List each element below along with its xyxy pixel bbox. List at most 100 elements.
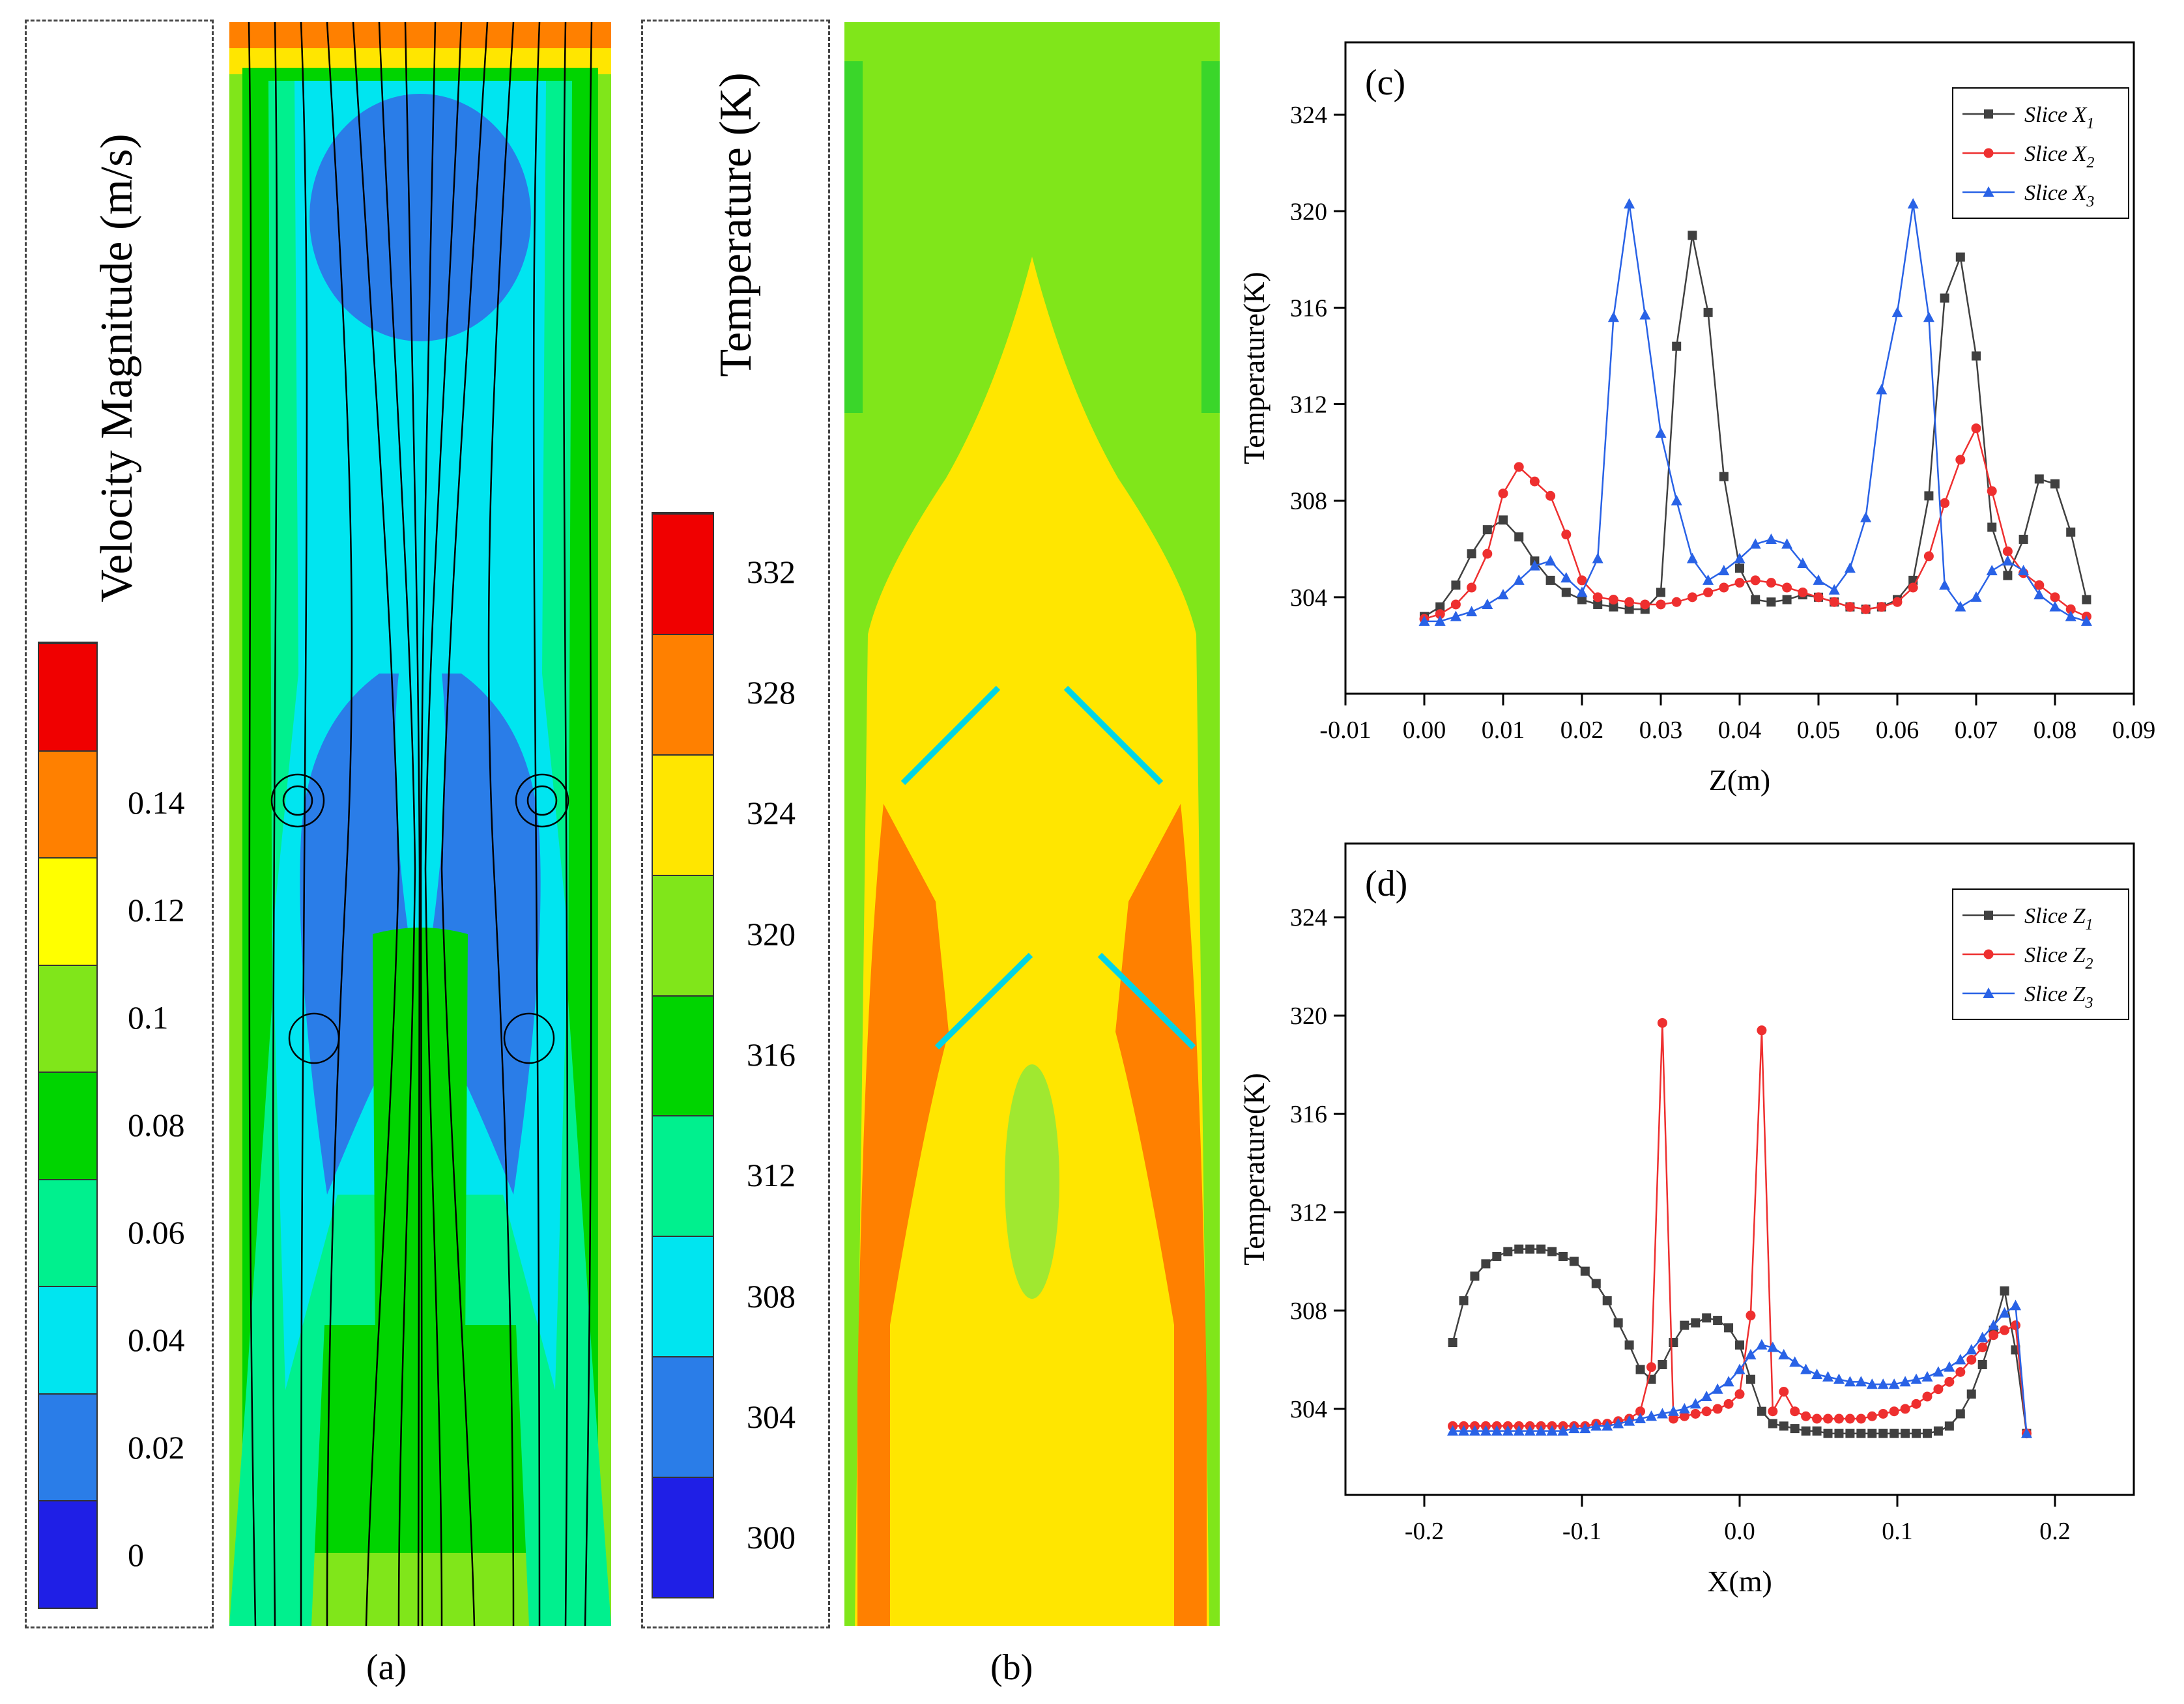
chart-d-data-point — [1502, 1425, 1514, 1436]
temperature-colorbar-tick: 332 — [747, 553, 796, 590]
chart-d-data-point — [1745, 1348, 1757, 1359]
chart-c-data-point — [1640, 599, 1650, 610]
chart-d-data-point — [1680, 1320, 1689, 1330]
chart-d-x-tick-label: 0.1 — [1882, 1518, 1913, 1545]
panel-b-label: (b) — [990, 1647, 1033, 1688]
chart-d-data-point — [1878, 1428, 1888, 1438]
chart-d-data-point — [1988, 1319, 2000, 1330]
chart-d-data-point — [1768, 1406, 1778, 1417]
chart-c-data-point — [2002, 546, 2013, 556]
chart-d-data-point — [1503, 1247, 1513, 1257]
chart-d-data-point — [1966, 1389, 1976, 1399]
chart-c-data-point — [1514, 462, 1524, 472]
chart-c-data-point — [1923, 551, 1934, 561]
chart-c-data-point — [1482, 525, 1492, 535]
chart-d-data-point — [1955, 1354, 1966, 1365]
chart-d-data-point — [1867, 1428, 1877, 1438]
chart-c-data-point — [1435, 609, 1445, 619]
velocity-colorbar-band — [39, 1286, 96, 1393]
velocity-streamlines — [248, 22, 593, 1626]
chart-d-data-point — [1678, 1402, 1690, 1413]
chart-d-data-point — [1933, 1366, 1944, 1377]
chart-c-data-point — [1765, 533, 1777, 544]
chart-d-data-point — [1724, 1323, 1734, 1333]
chart-c-data-point — [1734, 552, 1746, 563]
chart-c-data-point — [1971, 423, 1981, 434]
chart-c-data-point — [1940, 498, 1950, 508]
chart-c-data-point — [1751, 595, 1760, 604]
chart-d-data-point — [1912, 1428, 1921, 1438]
chart-d-data-point — [1811, 1369, 1823, 1380]
chart-c-data-point — [1545, 575, 1555, 585]
chart-c-data-point — [1482, 598, 1493, 609]
chart-d-data-point — [1635, 1406, 1646, 1417]
chart-d-data-point — [1624, 1340, 1634, 1350]
chart-d-y-axis-label: Temperature(K) — [1237, 1073, 1271, 1266]
chart-d-data-point — [1977, 1342, 1988, 1353]
temperature-colorbar-band — [653, 1477, 713, 1597]
chart-d-data-point — [1801, 1411, 1811, 1421]
chart-c-data-point — [1467, 582, 1477, 593]
chart-d-data-point — [1789, 1356, 1801, 1367]
chart-d-data-point — [1524, 1425, 1536, 1436]
chart-d-data-point — [1712, 1383, 1723, 1394]
chart-c-data-point — [1498, 489, 1508, 499]
chart-d-legend-marker — [1984, 911, 1993, 920]
temperature-colorbar-tick: 308 — [747, 1277, 796, 1314]
chart-c-data-point — [1861, 604, 1871, 614]
chart-c-data-point — [1766, 597, 1776, 607]
chart-c-legend-marker — [1983, 148, 1994, 158]
chart-c-data-point — [2003, 571, 2013, 580]
chart-d-data-point — [1900, 1404, 1910, 1414]
chart-d-data-point — [1779, 1387, 1789, 1397]
temperature-colorbar-band — [653, 874, 713, 995]
chart-c-data-point — [1656, 588, 1665, 597]
chart-c-data-point — [1451, 580, 1461, 590]
temperature-colorbar-frame — [641, 20, 830, 1628]
chart-d-data-point — [1734, 1363, 1746, 1374]
chart-c-data-point — [1813, 592, 1824, 603]
chart-c-data-point — [1955, 252, 1965, 262]
chart-c-data-point — [1529, 476, 1540, 487]
chart-c-data-point — [1639, 309, 1651, 320]
chart-c-data-point — [2018, 565, 2030, 576]
chart-c-y-axis-label: Temperature(K) — [1237, 272, 1271, 464]
chart-c-data-point — [1467, 549, 1476, 559]
temperature-contour-plot — [844, 22, 1220, 1626]
velocity-colorbar-band — [39, 1500, 96, 1608]
chart-c-series-line — [1424, 235, 2088, 618]
velocity-colorbar-frame — [25, 20, 214, 1628]
chart-c-data-point — [1450, 610, 1461, 621]
chart-d-data-point — [1834, 1428, 1844, 1438]
chart-d-y-tick-label: 312 — [1290, 1199, 1327, 1227]
temperature-colorbar-tick: 300 — [747, 1519, 796, 1556]
chart-c-x-tick-label: 0.02 — [1560, 717, 1604, 744]
chart-c-data-point — [1545, 490, 1556, 501]
chart-d-data-point — [1658, 1360, 1667, 1369]
chart-c-data-point — [2050, 592, 2060, 603]
chart-d-data-point — [2020, 1427, 2032, 1438]
chart-c-data-point — [1749, 538, 1761, 549]
chart-d-data-point — [1823, 1413, 1833, 1424]
chart-c-data-point — [1607, 311, 1619, 322]
chart-c-data-point — [1482, 548, 1493, 559]
chart-d-data-point — [1768, 1419, 1777, 1428]
chart-c-data-point — [2050, 479, 2060, 489]
chart-d-data-point — [1657, 1017, 1667, 1028]
chart-d-data-point — [1591, 1279, 1601, 1288]
chart-c-data-point — [1845, 602, 1855, 612]
chart-d-data-point — [1458, 1425, 1469, 1436]
chart-c-y-tick-label: 316 — [1290, 294, 1327, 322]
chart-d-data-point — [2011, 1320, 2020, 1331]
chart-d-x-tick-label: 0.0 — [1724, 1518, 1755, 1545]
chart-d-data-point — [1525, 1244, 1535, 1254]
chart-d-data-point — [1481, 1259, 1491, 1269]
velocity-colorbar-tick: 0.14 — [128, 784, 185, 821]
chart-c-x-tick-label: 0.01 — [1482, 717, 1525, 744]
chart-d-y-tick-label: 316 — [1290, 1101, 1327, 1128]
chart-d-data-point — [1535, 1425, 1547, 1436]
chart-d-data-point — [1922, 1391, 1933, 1402]
chart-d-data-point — [1901, 1428, 1910, 1438]
chart-d-data-point — [1480, 1425, 1491, 1436]
chart-d-data-point — [1469, 1425, 1480, 1436]
